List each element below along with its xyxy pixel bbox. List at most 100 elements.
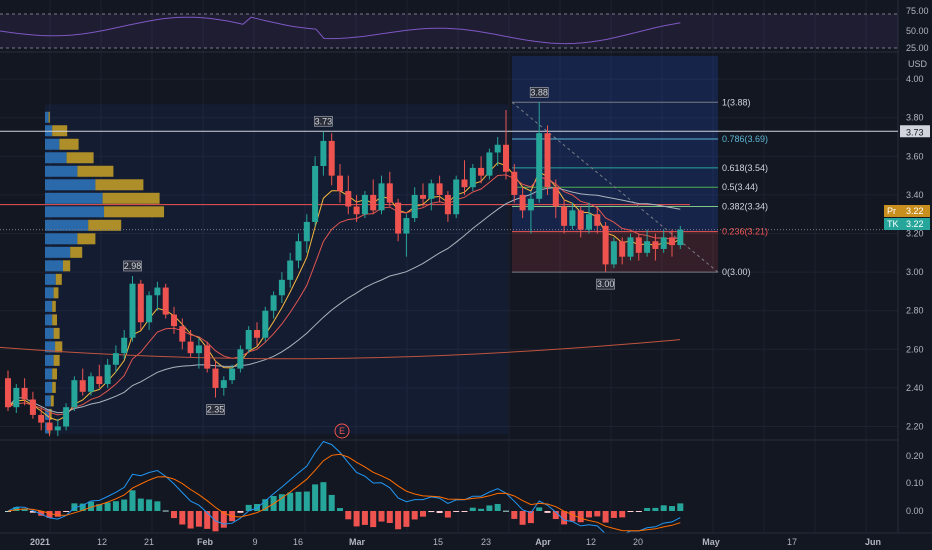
macd-histogram-bar — [79, 503, 86, 511]
candle-body — [478, 167, 485, 176]
macd-histogram-bar — [478, 508, 485, 511]
candle-body — [21, 387, 28, 400]
macd-histogram-bar — [38, 511, 45, 516]
time-tick: 17 — [787, 537, 797, 547]
macd-histogram-bar — [129, 490, 136, 511]
profile-bar-up — [45, 354, 54, 366]
candle-body — [594, 214, 601, 226]
macd-tick: 0.10 — [906, 478, 924, 488]
candle-body — [370, 194, 377, 211]
macd-histogram-bar — [602, 511, 609, 523]
profile-bar-up — [45, 273, 56, 285]
macd-histogram-bar — [13, 507, 20, 511]
candle-body — [361, 194, 368, 215]
candle-body — [220, 380, 227, 388]
candle-body — [635, 237, 642, 253]
macd-histogram-bar — [88, 501, 94, 511]
price-marker-box — [596, 278, 615, 290]
candle-body — [278, 279, 285, 296]
macd-histogram-bar — [71, 503, 78, 511]
profile-bar-down — [52, 314, 57, 326]
candle-body — [652, 241, 659, 249]
profile-bar-down — [63, 260, 71, 272]
candle-body — [154, 287, 161, 296]
candle-body — [137, 283, 144, 323]
candle-body — [245, 330, 252, 350]
price-tick: 2.80 — [906, 306, 924, 316]
profile-bar-down — [49, 408, 52, 420]
time-tick: 23 — [481, 537, 491, 547]
candle-body — [112, 353, 119, 365]
macd-histogram-bar — [453, 511, 460, 512]
profile-bar-up — [45, 192, 103, 204]
profile-bar-down — [55, 341, 63, 353]
profile-bar-down — [55, 273, 62, 285]
macd-histogram-bar — [627, 511, 634, 512]
time-tick: Apr — [535, 537, 551, 547]
candle-body — [237, 349, 244, 369]
candle-body — [486, 152, 493, 176]
macd-histogram-bar — [494, 503, 501, 511]
sma-long-line — [0, 339, 681, 360]
candle-body — [378, 183, 385, 211]
profile-bar-up — [45, 314, 53, 326]
macd-histogram-bar — [312, 484, 319, 511]
candle-body — [602, 225, 609, 265]
time-tick: 20 — [633, 537, 643, 547]
candles — [5, 102, 684, 437]
fib-level-label: 0.236(3.21) — [722, 227, 768, 237]
macd-histogram-bar — [644, 507, 651, 511]
macd-histogram-bar — [278, 494, 285, 511]
fib-level-label: 0.618(3.54) — [722, 163, 768, 173]
profile-bar-down — [102, 192, 160, 204]
candle-body — [179, 326, 186, 342]
price-tick: 2.20 — [906, 421, 924, 431]
candle-body — [527, 198, 534, 211]
macd-histogram-bar — [303, 491, 310, 511]
macd-histogram-bar — [677, 503, 684, 511]
candle-body — [171, 314, 177, 327]
macd-histogram-bar — [345, 511, 352, 520]
macd-histogram-bar — [195, 511, 202, 527]
profile-bar-up — [45, 341, 56, 353]
macd-histogram-bar — [436, 511, 443, 513]
fib-bg — [512, 56, 718, 232]
rsi-line — [0, 16, 681, 45]
price-marker-box — [314, 115, 333, 127]
candle-body — [29, 399, 36, 415]
rsi-pane — [0, 13, 898, 49]
annotations: 2.98 3.73 3.88 2.35 3.00 E — [123, 87, 615, 439]
profile-bar-up — [45, 152, 67, 164]
candle-body — [270, 295, 277, 311]
candle-body — [204, 345, 211, 369]
profile-bar-up — [45, 300, 53, 312]
macd-histogram-bar — [403, 511, 410, 527]
candle-body — [519, 194, 526, 211]
macd-histogram-bar — [569, 511, 576, 522]
sma-slow-line — [7, 187, 681, 414]
profile-bar-up — [45, 260, 63, 272]
candle-body — [345, 191, 352, 207]
candle-body — [436, 183, 443, 195]
macd-histogram-bar — [262, 499, 269, 511]
macd-histogram-bar — [586, 511, 592, 518]
macd-histogram-bar — [552, 511, 559, 520]
candle-body — [536, 133, 543, 199]
profile-bar-up — [45, 395, 51, 407]
volume-profile — [45, 104, 508, 435]
macd-histogram-bar — [610, 511, 617, 518]
candle-body — [569, 210, 576, 226]
candle-body — [162, 287, 169, 315]
candle-body — [411, 194, 418, 219]
macd-histogram-bar — [395, 511, 402, 530]
profile-bar-down — [77, 233, 96, 245]
candle-body — [353, 206, 360, 215]
macd-histogram-bar — [328, 494, 335, 511]
macd-histogram-bar — [486, 505, 493, 511]
candle-body — [54, 426, 61, 431]
macd-histogram-bar — [361, 511, 368, 525]
profile-bar-down — [53, 287, 59, 299]
profile-bar-up — [45, 327, 54, 339]
fib-level-label: 0(3.00) — [722, 267, 751, 277]
